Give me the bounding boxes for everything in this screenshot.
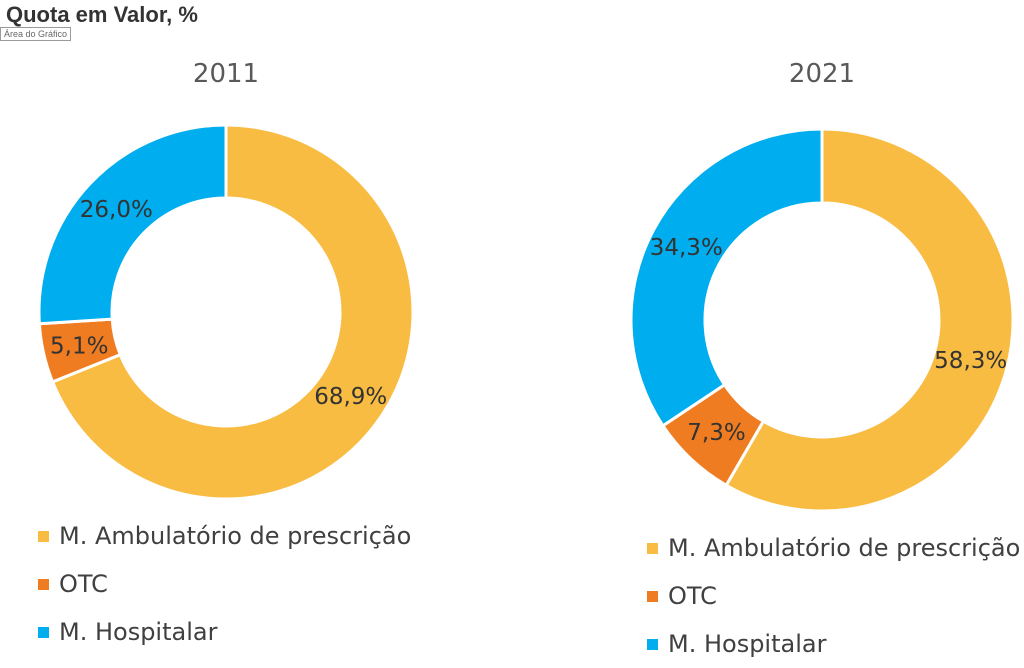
donut-slice-2011-m-ambulatorio-de-prescricao	[50, 123, 415, 501]
chart-area-tooltip: Área do Gráfico	[0, 27, 72, 41]
legend-item-m-hospitalar: M. Hospitalar	[38, 608, 411, 656]
donut-slice-2011-m-hospitalar	[37, 123, 228, 326]
legend-item-otc: OTC	[38, 560, 411, 608]
chart-title-1: 2021	[789, 59, 855, 89]
data-label-2011-m-hospitalar: 26,0%	[80, 197, 153, 223]
data-label-2021-m-ambulatorio-de-prescricao: 58,3%	[934, 348, 1007, 374]
legend-2021: M. Ambulatório de prescrição OTC M. Hospit…	[647, 524, 1020, 668]
chart-title-0: 2011	[193, 59, 259, 89]
legend-swatch	[647, 638, 658, 650]
legend-swatch	[38, 530, 49, 542]
page-title: Quota em Valor, %	[6, 2, 198, 27]
legend-label: M. Hospitalar	[59, 618, 218, 646]
legend-2011: M. Ambulatório de prescrição OTC M. Hospit…	[38, 512, 411, 656]
legend-item-otc: OTC	[647, 572, 1020, 620]
data-label-2021-m-hospitalar: 34,3%	[650, 235, 723, 261]
data-label-2021-otc: 7,3%	[687, 420, 745, 446]
legend-swatch	[38, 578, 49, 590]
legend-item-m-ambulatorio-de-prescricao: M. Ambulatório de prescrição	[647, 524, 1020, 572]
legend-swatch	[38, 626, 49, 638]
legend-swatch	[647, 542, 658, 554]
donut-slice-2021-m-hospitalar	[629, 127, 824, 428]
legend-item-m-hospitalar: M. Hospitalar	[647, 620, 1020, 668]
legend-label: OTC	[668, 582, 717, 610]
data-label-2011-m-ambulatorio-de-prescricao: 68,9%	[314, 384, 387, 410]
legend-label: M. Ambulatório de prescrição	[59, 522, 412, 550]
data-label-2011-otc: 5,1%	[50, 333, 108, 359]
donut-slice-2021-m-ambulatorio-de-prescricao	[724, 127, 1015, 513]
legend-label: M. Ambulatório de prescrição	[668, 534, 1021, 562]
legend-label: OTC	[59, 570, 108, 598]
legend-label: M. Hospitalar	[668, 630, 827, 658]
legend-swatch	[647, 590, 658, 602]
legend-item-m-ambulatorio-de-prescricao: M. Ambulatório de prescrição	[38, 512, 411, 560]
